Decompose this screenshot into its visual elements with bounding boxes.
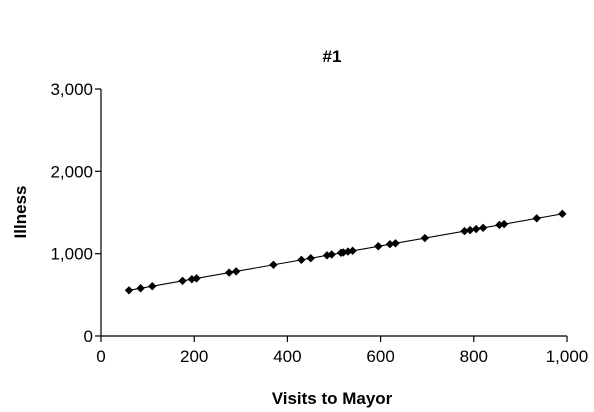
x-tick-label: 800 (460, 347, 488, 366)
data-points (124, 209, 567, 295)
data-point (231, 267, 241, 276)
data-point (391, 239, 400, 248)
data-point (499, 219, 509, 229)
data-point (148, 281, 157, 291)
x-tick-label: 200 (180, 347, 208, 366)
x-tick-label: 1,000 (546, 347, 589, 366)
y-tick-label: 3,000 (50, 80, 93, 99)
data-point (471, 224, 481, 234)
y-tick-label: 1,000 (50, 245, 93, 264)
y-axis-ticks: 0 1,000 2,000 3,000 (50, 80, 101, 346)
data-point (192, 274, 201, 283)
chart-title: #1 (323, 47, 342, 66)
x-axis-title: Visits to Mayor (272, 389, 393, 408)
data-point (136, 284, 145, 293)
data-point (478, 223, 488, 233)
data-point (420, 233, 430, 243)
data-point (348, 246, 357, 255)
data-point (460, 226, 469, 236)
data-point (385, 239, 395, 249)
data-point (532, 214, 541, 223)
y-tick-label: 2,000 (50, 162, 93, 181)
data-point (224, 268, 234, 277)
x-tick-label: 400 (273, 347, 301, 366)
plot-area (124, 209, 567, 295)
data-point (465, 225, 475, 235)
data-point (269, 260, 278, 269)
data-point (327, 250, 336, 259)
x-axis-ticks: 0 200 400 600 800 1,000 (96, 336, 588, 366)
data-point (297, 255, 306, 265)
y-axis-title: Illness (11, 186, 30, 239)
data-point (306, 253, 315, 263)
y-tick-label: 0 (84, 327, 93, 346)
data-point (558, 209, 567, 219)
data-point (178, 276, 187, 286)
data-point (374, 242, 383, 251)
x-tick-label: 600 (366, 347, 394, 366)
x-tick-label: 0 (96, 347, 105, 366)
data-point (124, 286, 134, 295)
